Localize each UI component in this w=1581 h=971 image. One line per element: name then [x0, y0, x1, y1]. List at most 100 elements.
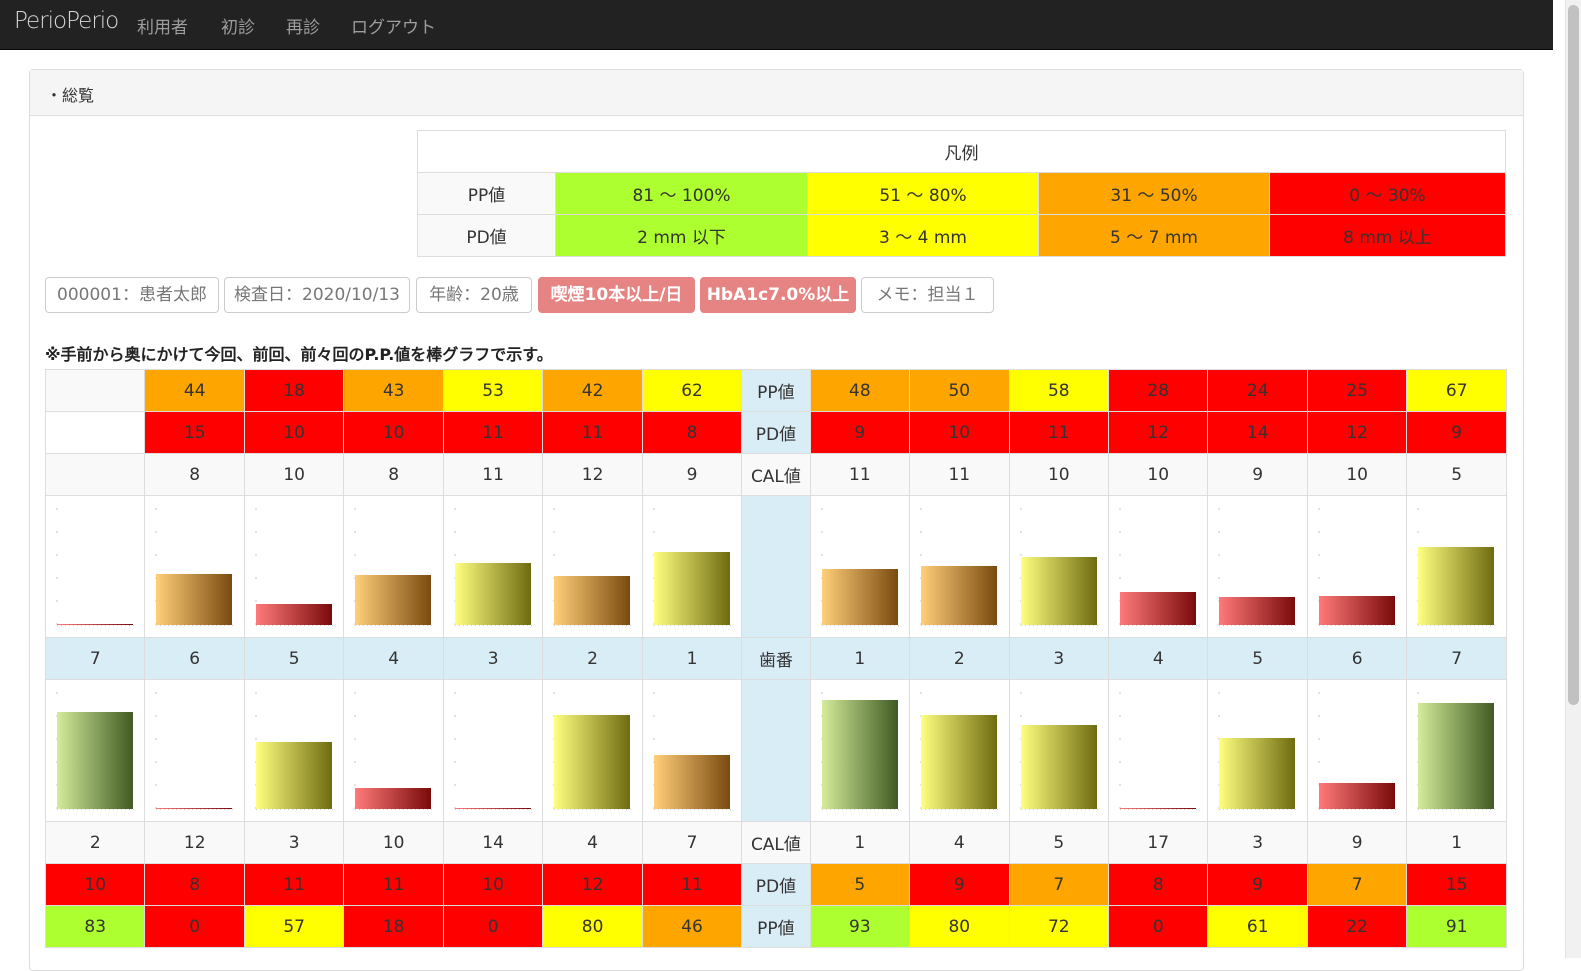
nav-first-visit[interactable]: 初診 — [221, 18, 255, 38]
lower-pd-cell[interactable]: 7 — [1008, 863, 1110, 906]
lower-pp-cell[interactable]: 0 — [442, 905, 544, 948]
upper-pp-cell[interactable]: 62 — [641, 369, 743, 412]
lower-pd-cell[interactable]: 5 — [809, 863, 911, 906]
lower-cal-cell[interactable]: 17 — [1107, 821, 1209, 864]
tooth-number-cell[interactable]: 7 — [1406, 637, 1507, 680]
tooth-number-cell[interactable]: 6 — [1306, 637, 1408, 680]
tooth-number-cell[interactable]: 2 — [542, 637, 643, 680]
lower-cal-cell[interactable]: 10 — [343, 821, 444, 864]
lower-cal-cell[interactable]: 4 — [542, 821, 643, 864]
upper-pd-cell[interactable]: 12 — [1107, 411, 1209, 454]
lower-cal-cell[interactable]: 3 — [1207, 821, 1308, 864]
upper-cal-cell[interactable]: 10 — [1306, 453, 1408, 496]
upper-pd-cell[interactable]: 11 — [1008, 411, 1110, 454]
upper-pd-cell[interactable]: 9 — [1406, 411, 1507, 454]
lower-cal-cell[interactable]: 3 — [243, 821, 345, 864]
upper-pd-cell[interactable]: 12 — [1306, 411, 1408, 454]
upper-pd-cell[interactable]: 10 — [243, 411, 345, 454]
tooth-number-cell[interactable]: 5 — [1207, 637, 1308, 680]
lower-cal-cell[interactable]: 7 — [641, 821, 743, 864]
upper-pd-cell[interactable]: 8 — [641, 411, 743, 454]
lower-pp-cell[interactable]: 46 — [641, 905, 743, 948]
upper-pd-cell[interactable] — [44, 411, 146, 454]
lower-pp-cell[interactable]: 0 — [1107, 905, 1209, 948]
upper-cal-cell[interactable]: 5 — [1406, 453, 1507, 496]
upper-cal-cell[interactable]: 8 — [144, 453, 245, 496]
lower-pp-cell[interactable]: 80 — [909, 905, 1010, 948]
upper-pd-cell[interactable]: 10 — [343, 411, 444, 454]
lower-cal-cell[interactable]: 2 — [44, 821, 146, 864]
lower-pp-cell[interactable]: 91 — [1406, 905, 1507, 948]
tooth-number-cell[interactable]: 3 — [442, 637, 544, 680]
tooth-number-cell[interactable]: 1 — [809, 637, 911, 680]
upper-pp-cell[interactable]: 48 — [809, 369, 911, 412]
upper-pp-cell[interactable]: 42 — [542, 369, 643, 412]
upper-pp-cell[interactable]: 24 — [1207, 369, 1308, 412]
upper-pd-cell[interactable]: 11 — [542, 411, 643, 454]
tooth-number-cell[interactable]: 6 — [144, 637, 245, 680]
tooth-number-cell[interactable]: 5 — [243, 637, 345, 680]
lower-cal-cell[interactable]: 4 — [909, 821, 1010, 864]
upper-pp-cell[interactable]: 43 — [343, 369, 444, 412]
upper-cal-cell[interactable]: 10 — [1107, 453, 1209, 496]
upper-cal-cell[interactable]: 10 — [1008, 453, 1110, 496]
upper-pd-cell[interactable]: 15 — [144, 411, 245, 454]
lower-cal-cell[interactable]: 5 — [1008, 821, 1110, 864]
tooth-number-cell[interactable]: 4 — [343, 637, 444, 680]
upper-pp-cell[interactable]: 18 — [243, 369, 345, 412]
lower-pp-cell[interactable]: 22 — [1306, 905, 1408, 948]
tooth-number-cell[interactable]: 7 — [44, 637, 146, 680]
nav-users[interactable]: 利用者 — [137, 18, 188, 38]
tooth-number-cell[interactable]: 1 — [641, 637, 743, 680]
upper-cal-cell[interactable]: 10 — [243, 453, 345, 496]
upper-cal-cell[interactable]: 12 — [542, 453, 643, 496]
upper-pd-cell[interactable]: 9 — [809, 411, 911, 454]
scrollbar[interactable] — [1565, 0, 1581, 958]
upper-pp-cell[interactable]: 58 — [1008, 369, 1110, 412]
upper-pd-cell[interactable]: 11 — [442, 411, 544, 454]
lower-cal-cell[interactable]: 1 — [809, 821, 911, 864]
upper-cal-cell[interactable]: 11 — [442, 453, 544, 496]
upper-pp-cell[interactable]: 50 — [909, 369, 1010, 412]
upper-pp-cell[interactable]: 25 — [1306, 369, 1408, 412]
lower-pp-cell[interactable]: 93 — [809, 905, 911, 948]
lower-pd-cell[interactable]: 8 — [1107, 863, 1209, 906]
lower-pp-cell[interactable]: 0 — [144, 905, 245, 948]
upper-cal-cell[interactable]: 8 — [343, 453, 444, 496]
upper-pp-cell[interactable]: 28 — [1107, 369, 1209, 412]
tooth-number-cell[interactable]: 3 — [1008, 637, 1110, 680]
lower-pd-cell[interactable]: 11 — [243, 863, 345, 906]
lower-pd-cell[interactable]: 12 — [542, 863, 643, 906]
lower-pp-cell[interactable]: 83 — [44, 905, 146, 948]
upper-pd-cell[interactable]: 14 — [1207, 411, 1308, 454]
tooth-number-cell[interactable]: 2 — [909, 637, 1010, 680]
lower-pd-cell[interactable]: 9 — [1207, 863, 1308, 906]
brand-logo[interactable]: PerioPerio — [14, 8, 119, 34]
upper-pp-cell[interactable]: 53 — [442, 369, 544, 412]
lower-pd-cell[interactable]: 11 — [641, 863, 743, 906]
lower-pp-cell[interactable]: 18 — [343, 905, 444, 948]
lower-pd-cell[interactable]: 11 — [343, 863, 444, 906]
lower-pd-cell[interactable]: 7 — [1306, 863, 1408, 906]
upper-cal-cell[interactable] — [44, 453, 146, 496]
lower-pd-cell[interactable]: 9 — [909, 863, 1010, 906]
lower-pd-cell[interactable]: 10 — [44, 863, 146, 906]
lower-cal-cell[interactable]: 1 — [1406, 821, 1507, 864]
nav-revisit[interactable]: 再診 — [286, 18, 320, 38]
lower-cal-cell[interactable]: 12 — [144, 821, 245, 864]
lower-pd-cell[interactable]: 10 — [442, 863, 544, 906]
lower-cal-cell[interactable]: 14 — [442, 821, 544, 864]
upper-pp-cell[interactable] — [44, 369, 146, 412]
upper-cal-cell[interactable]: 11 — [909, 453, 1010, 496]
lower-pp-cell[interactable]: 80 — [542, 905, 643, 948]
lower-pd-cell[interactable]: 8 — [144, 863, 245, 906]
upper-cal-cell[interactable]: 11 — [809, 453, 911, 496]
upper-pd-cell[interactable]: 10 — [909, 411, 1010, 454]
lower-pp-cell[interactable]: 72 — [1008, 905, 1110, 948]
upper-pp-cell[interactable]: 44 — [144, 369, 245, 412]
nav-logout[interactable]: ログアウト — [351, 18, 436, 38]
lower-cal-cell[interactable]: 9 — [1306, 821, 1408, 864]
tooth-number-cell[interactable]: 4 — [1107, 637, 1209, 680]
upper-pp-cell[interactable]: 67 — [1406, 369, 1507, 412]
lower-pd-cell[interactable]: 15 — [1406, 863, 1507, 906]
